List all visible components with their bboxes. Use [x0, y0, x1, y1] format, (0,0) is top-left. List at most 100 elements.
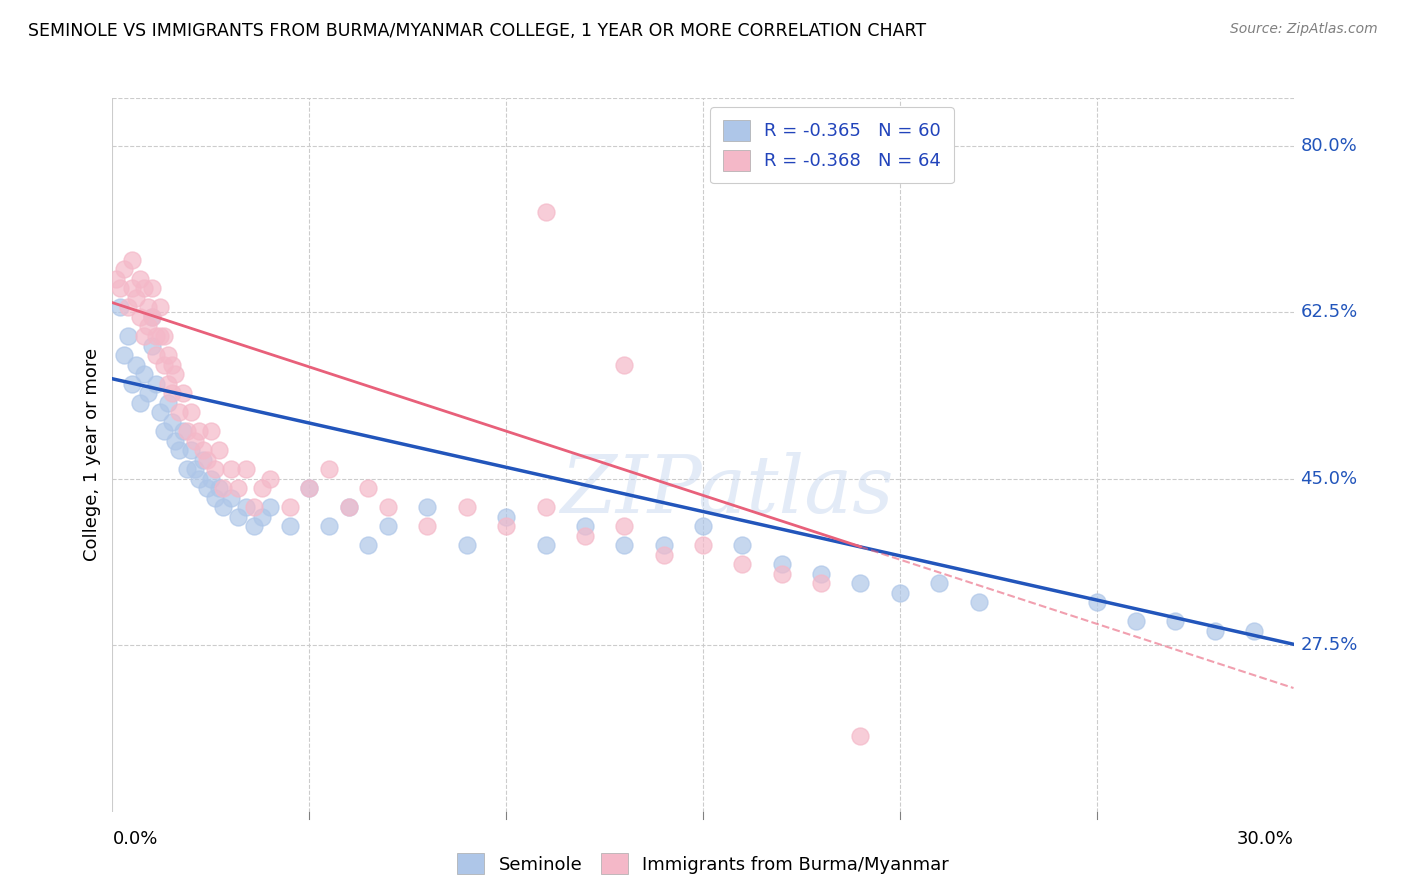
Point: [456, 538, 478, 552]
Point: [810, 566, 832, 581]
Point: [889, 586, 911, 600]
Point: [613, 358, 636, 372]
Point: [1243, 624, 1265, 638]
Point: [770, 566, 793, 581]
Point: [278, 519, 301, 533]
Point: [149, 405, 172, 419]
Point: [180, 405, 202, 419]
Point: [495, 509, 517, 524]
Point: [145, 329, 167, 343]
Point: [112, 262, 135, 277]
Point: [184, 434, 207, 448]
Text: 30.0%: 30.0%: [1237, 830, 1294, 847]
Point: [200, 472, 222, 486]
Point: [152, 329, 174, 343]
Point: [495, 519, 517, 533]
Point: [219, 462, 242, 476]
Point: [145, 348, 167, 362]
Point: [574, 529, 596, 543]
Text: 27.5%: 27.5%: [1301, 636, 1358, 654]
Point: [200, 424, 222, 438]
Text: Source: ZipAtlas.com: Source: ZipAtlas.com: [1230, 22, 1378, 37]
Point: [125, 358, 148, 372]
Point: [731, 558, 754, 572]
Point: [112, 348, 135, 362]
Legend: Seminole, Immigrants from Burma/Myanmar: Seminole, Immigrants from Burma/Myanmar: [449, 844, 957, 883]
Point: [160, 386, 183, 401]
Text: 0.0%: 0.0%: [112, 830, 157, 847]
Point: [318, 519, 340, 533]
Point: [152, 358, 174, 372]
Point: [1085, 595, 1108, 609]
Point: [208, 481, 231, 495]
Point: [180, 443, 202, 458]
Point: [416, 500, 439, 515]
Point: [298, 481, 321, 495]
Point: [1204, 624, 1226, 638]
Point: [156, 348, 179, 362]
Point: [692, 519, 714, 533]
Point: [121, 252, 143, 267]
Point: [967, 595, 990, 609]
Point: [456, 500, 478, 515]
Point: [191, 443, 214, 458]
Point: [416, 519, 439, 533]
Point: [318, 462, 340, 476]
Point: [145, 376, 167, 391]
Point: [110, 281, 132, 295]
Point: [188, 424, 211, 438]
Point: [278, 500, 301, 515]
Point: [165, 367, 187, 381]
Point: [105, 272, 128, 286]
Point: [810, 576, 832, 591]
Point: [117, 301, 139, 315]
Point: [152, 424, 174, 438]
Point: [250, 509, 273, 524]
Point: [652, 538, 675, 552]
Point: [156, 376, 179, 391]
Point: [574, 519, 596, 533]
Point: [136, 319, 159, 334]
Point: [219, 491, 242, 505]
Point: [928, 576, 950, 591]
Point: [204, 462, 226, 476]
Point: [121, 281, 143, 295]
Point: [165, 434, 187, 448]
Point: [692, 538, 714, 552]
Point: [534, 538, 557, 552]
Point: [149, 329, 172, 343]
Point: [243, 519, 266, 533]
Point: [141, 310, 163, 324]
Point: [160, 415, 183, 429]
Point: [211, 500, 233, 515]
Point: [259, 500, 281, 515]
Point: [652, 548, 675, 562]
Point: [337, 500, 360, 515]
Point: [184, 462, 207, 476]
Point: [534, 500, 557, 515]
Point: [149, 301, 172, 315]
Point: [125, 291, 148, 305]
Point: [136, 301, 159, 315]
Point: [188, 472, 211, 486]
Point: [298, 481, 321, 495]
Point: [613, 538, 636, 552]
Point: [613, 519, 636, 533]
Text: 62.5%: 62.5%: [1301, 303, 1358, 321]
Y-axis label: College, 1 year or more: College, 1 year or more: [83, 349, 101, 561]
Point: [141, 281, 163, 295]
Point: [1164, 615, 1187, 629]
Point: [250, 481, 273, 495]
Point: [208, 443, 231, 458]
Point: [377, 519, 399, 533]
Point: [235, 500, 257, 515]
Legend: R = -0.365   N = 60, R = -0.368   N = 64: R = -0.365 N = 60, R = -0.368 N = 64: [710, 107, 953, 183]
Point: [337, 500, 360, 515]
Point: [160, 358, 183, 372]
Point: [534, 205, 557, 219]
Point: [195, 452, 218, 467]
Point: [195, 481, 218, 495]
Point: [141, 310, 163, 324]
Point: [357, 538, 380, 552]
Text: ZIPatlas: ZIPatlas: [560, 452, 893, 529]
